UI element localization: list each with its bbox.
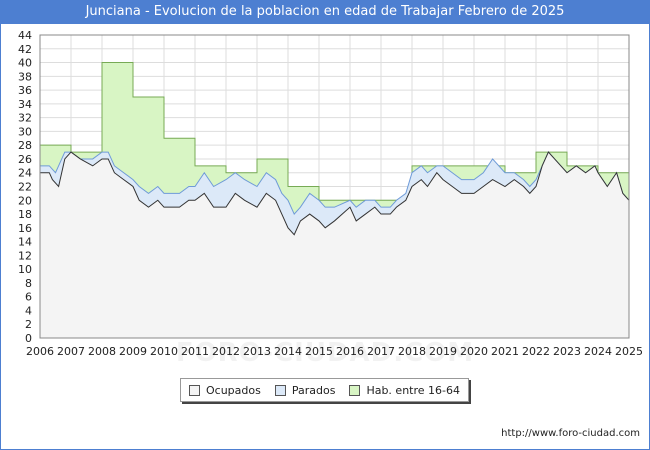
y-tick-label-12: 12 xyxy=(18,249,32,262)
y-tick-label-36: 36 xyxy=(18,84,32,97)
x-tick-label-2016: 2016 xyxy=(336,345,364,358)
x-tick-label-2013: 2013 xyxy=(243,345,271,358)
x-tick-label-2022: 2022 xyxy=(522,345,550,358)
x-tick-label-2011: 2011 xyxy=(181,345,209,358)
legend-entry-ocupados: Ocupados xyxy=(188,383,261,397)
x-tick-label-2007: 2007 xyxy=(57,345,85,358)
legend-label-ocupados: Ocupados xyxy=(205,383,261,397)
area-ocupados xyxy=(40,152,629,338)
y-tick-label-44: 44 xyxy=(18,29,32,42)
legend: Ocupados Parados Hab. entre 16-64 xyxy=(180,378,469,402)
legend-entry-habitantes: Hab. entre 16-64 xyxy=(349,384,460,397)
y-tick-label-32: 32 xyxy=(18,112,32,125)
y-tick-label-40: 40 xyxy=(18,57,32,70)
y-tick-label-30: 30 xyxy=(18,125,32,138)
x-tick-label-2006: 2006 xyxy=(26,345,54,358)
x-tick-label-2023: 2023 xyxy=(553,345,581,358)
x-tick-label-2018: 2018 xyxy=(398,345,426,358)
x-tick-label-2015: 2015 xyxy=(305,345,333,358)
y-tick-label-24: 24 xyxy=(18,167,32,180)
x-tick-label-2010: 2010 xyxy=(150,345,178,358)
y-tick-label-18: 18 xyxy=(18,208,32,221)
x-tick-label-2024: 2024 xyxy=(584,345,612,358)
x-tick-label-2008: 2008 xyxy=(88,345,116,358)
line-ocupados xyxy=(40,151,630,236)
chart-title: Junciana - Evolucion de la poblacion en … xyxy=(0,0,650,24)
y-tick-label-2: 2 xyxy=(25,318,32,331)
x-tick-label-2017: 2017 xyxy=(367,345,395,358)
y-tick-label-8: 8 xyxy=(25,277,32,290)
y-tick-label-4: 4 xyxy=(25,304,32,317)
source-url: http://www.foro-ciudad.com xyxy=(501,428,640,439)
y-tick-label-20: 20 xyxy=(18,194,32,207)
legend-swatch-ocupados xyxy=(188,384,200,396)
legend-swatch-habitantes xyxy=(349,384,361,396)
watermark: FORO-CIUDAD.COM xyxy=(175,338,475,368)
legend-label-habitantes: Hab. entre 16-64 xyxy=(366,383,460,397)
y-tick-label-38: 38 xyxy=(18,70,32,83)
y-tick-label-34: 34 xyxy=(18,98,32,111)
y-tick-label-10: 10 xyxy=(18,263,32,276)
y-tick-label-14: 14 xyxy=(18,236,32,249)
x-tick-label-2009: 2009 xyxy=(119,345,147,358)
y-tick-label-42: 42 xyxy=(18,43,32,56)
x-tick-label-2025: 2025 xyxy=(615,345,643,358)
y-tick-label-22: 22 xyxy=(18,181,32,194)
legend-label-parados: Parados xyxy=(291,383,336,397)
x-tick-label-2014: 2014 xyxy=(274,345,302,358)
y-tick-label-0: 0 xyxy=(25,332,32,345)
x-tick-label-2019: 2019 xyxy=(429,345,457,358)
legend-swatch-parados xyxy=(274,384,286,396)
line-habitantes xyxy=(40,62,629,201)
legend-entry-parados: Parados xyxy=(274,383,336,397)
y-tick-label-26: 26 xyxy=(18,153,32,166)
y-tick-label-6: 6 xyxy=(25,291,32,304)
y-tick-label-28: 28 xyxy=(18,139,32,152)
plot-border xyxy=(39,34,630,339)
x-tick-label-2021: 2021 xyxy=(491,345,519,358)
y-tick-label-16: 16 xyxy=(18,222,32,235)
x-tick-label-2012: 2012 xyxy=(212,345,240,358)
x-tick-label-2020: 2020 xyxy=(460,345,488,358)
